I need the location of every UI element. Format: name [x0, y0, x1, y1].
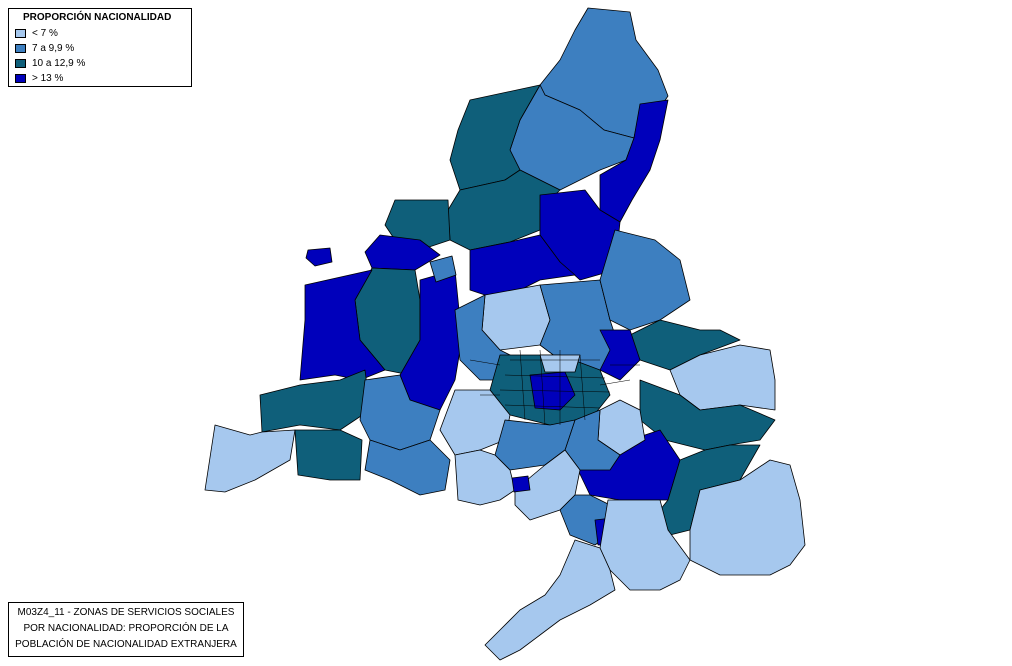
legend-item: < 7 % — [15, 26, 185, 41]
legend-label: > 13 % — [32, 73, 64, 84]
region-north-blue-b — [469, 234, 576, 301]
region-se-light — [689, 459, 806, 576]
region-south-light-a — [439, 389, 511, 456]
legend-swatch — [15, 74, 26, 83]
caption-line: POR NACIONALIDAD: PROPORCIÓN DE LA — [23, 623, 229, 634]
region-enclave-center — [511, 475, 531, 493]
region-enclave-west — [305, 247, 333, 267]
region-west-blue-center — [399, 269, 461, 411]
legend-label: 7 a 9,9 % — [32, 43, 75, 54]
region-southwest-light — [204, 424, 296, 493]
legend-swatch — [15, 29, 26, 38]
map-legend: PROPORCIÓN NACIONALIDAD < 7 % 7 a 9,9 % … — [8, 8, 192, 87]
region-west-teal-sw2 — [294, 429, 363, 481]
caption-line: POBLACIÓN DE NACIONALIDAD EXTRANJERA — [15, 639, 237, 650]
legend-label: < 7 % — [32, 28, 58, 39]
region-enclave-north — [429, 255, 457, 283]
legend-item: 7 a 9,9 % — [15, 41, 185, 56]
legend-title: PROPORCIÓN NACIONALIDAD — [23, 12, 172, 23]
legend-item: 10 a 12,9 % — [15, 56, 185, 71]
region-west-teal-sw — [259, 369, 371, 433]
region-west-blue-big — [299, 269, 386, 381]
region-southern-tail — [484, 539, 616, 661]
legend-swatch — [15, 44, 26, 53]
region-east-ring-a — [599, 229, 691, 331]
region-center-light-north — [481, 284, 551, 351]
legend-label: 10 a 12,9 % — [32, 58, 86, 69]
legend-swatch — [15, 59, 26, 68]
map-caption: M03Z4_11 - ZONAS DE SERVICIOS SOCIALES P… — [8, 602, 244, 657]
legend-item: > 13 % — [15, 71, 185, 86]
caption-line: M03Z4_11 - ZONAS DE SERVICIOS SOCIALES — [17, 607, 235, 618]
region-east-blue-a — [599, 329, 641, 381]
region-west-mid-b — [364, 439, 451, 496]
